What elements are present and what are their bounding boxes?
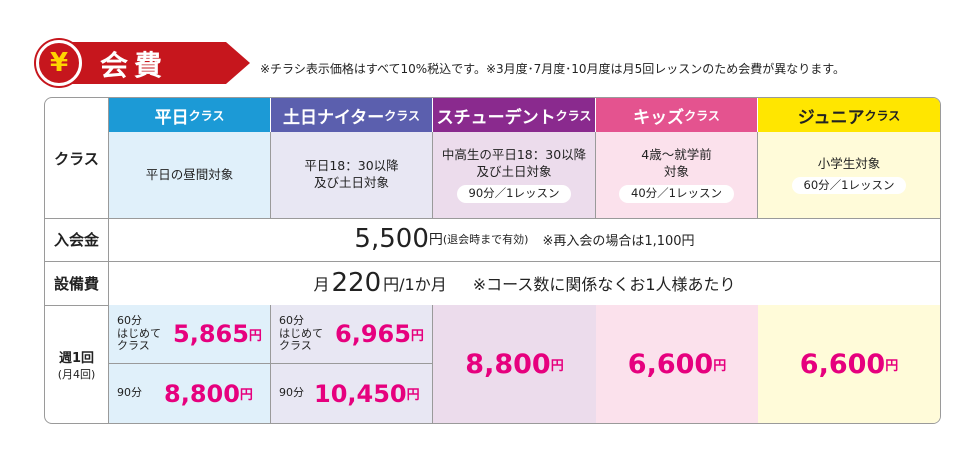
class-name: キッズ [633, 107, 685, 128]
class-suffix: クラス [684, 108, 720, 123]
weekly-label-sub: (月4回) [57, 367, 96, 381]
row-label-weekly: 週1回 (月4回) [45, 305, 109, 423]
kids-weekly-cell: 6,600 円 [596, 305, 759, 423]
class-target-line: 中高生の平日18：30以降 [441, 147, 587, 163]
donichi-first-time-cell: 60分 はじめて クラス 6,965 円 [271, 305, 433, 364]
yen-icon: ¥ [36, 40, 82, 86]
class-target-cell-2: 中高生の平日18：30以降 及び土日対象 90分／1レッスン [433, 132, 596, 218]
yen-unit: 円 [248, 328, 262, 344]
class-target-cell-0: 平日の昼間対象 [109, 132, 271, 218]
donichi-90min-label: 90分 [279, 386, 304, 400]
donichi-first-time-label: 60分 はじめて クラス [279, 314, 323, 353]
yen-unit: 円 [550, 358, 564, 374]
weekly-label-main: 週1回 [58, 350, 95, 366]
student-weekly-price: 8,800 [465, 348, 551, 380]
lesson-length-pill: 40分／1レッスン [619, 185, 734, 203]
kids-weekly-price: 6,600 [627, 348, 714, 380]
class-target-cell-4: 小学生対象 60分／1レッスン [758, 132, 940, 218]
heijitsu-first-time-cell: 60分 はじめて クラス 5,865 円 [109, 305, 271, 364]
yen-unit: 円 [406, 388, 420, 403]
class-header-0: 平日 クラス [109, 98, 271, 132]
heijitsu-first-time-label: 60分 はじめて クラス [117, 314, 161, 353]
heijitsu-first-time-price: 5,865 [173, 320, 249, 348]
class-target-line: 及び土日対象 [313, 175, 389, 190]
class-target-line: 対象 [663, 164, 689, 180]
class-suffix: クラス [864, 108, 901, 123]
lesson-length-pill: 90分／1レッスン [456, 185, 572, 203]
class-name: 土日ナイター [282, 107, 385, 128]
junior-weekly-cell: 6,600 円 [758, 305, 940, 423]
class-suffix: クラス [555, 108, 592, 123]
class-target-cell-1: 平日18：30以降 及び土日対象 [271, 132, 433, 218]
entry-fee-row: 5,500 円 (退会時まで有効) ※再入会の場合は1,100円 [109, 218, 940, 260]
class-suffix: クラス [188, 108, 225, 123]
heijitsu-90min-label: 90分 [117, 386, 142, 400]
donichi-first-time-price: 6,965 [335, 320, 411, 348]
class-header-3: キッズ クラス [596, 98, 758, 132]
heijitsu-90min-price: 8,800 [164, 379, 240, 408]
equipment-prefix: 月 [313, 274, 330, 294]
fee-table: クラス 入会金 設備費 週1回 (月4回) 平日 クラス 平日の昼間対象 土日ナイター… [44, 97, 941, 424]
class-header-4: ジュニア クラス [758, 98, 940, 132]
class-target-line: 4歳～就学前 [641, 147, 712, 163]
class-name: 平日 [154, 107, 189, 128]
class-suffix: クラス [384, 108, 421, 123]
entry-fee-amount: 5,500 [354, 224, 429, 254]
equipment-note: ※コース数に関係なくお1人様あたり [472, 274, 736, 294]
equipment-unit: 円/1か月 [383, 274, 447, 294]
entry-fee-extra: ※再入会の場合は1,100円 [542, 233, 695, 249]
divider [45, 261, 940, 262]
class-header-1: 土日ナイター クラス [271, 98, 433, 132]
class-target-line: 小学生対象 [817, 155, 881, 171]
donichi-90min-price: 10,450 [314, 379, 407, 408]
class-header-2: スチューデント クラス [433, 98, 596, 132]
row-label-entry: 入会金 [45, 218, 109, 261]
yen-unit: 円 [713, 358, 727, 374]
equipment-amount: 220 [331, 267, 382, 298]
class-target-line: 及び土日対象 [476, 164, 552, 180]
equipment-fee-row: 月 220 円/1か月 ※コース数に関係なくお1人様あたり [109, 261, 940, 304]
yen-unit: 円 [885, 358, 899, 374]
row-label-equipment: 設備費 [45, 261, 109, 305]
donichi-90min-cell: 90分 10,450 円 [271, 364, 433, 423]
class-name: ジュニア [797, 107, 865, 128]
student-weekly-cell: 8,800 円 [433, 305, 597, 423]
class-target-cell-3: 4歳～就学前 対象 40分／1レッスン [596, 132, 758, 218]
yen-unit: 円 [239, 388, 253, 403]
tax-note: ※チラシ表示価格はすべて10%税込です。※3月度･7月度･10月度は月5回レッス… [260, 62, 845, 76]
heijitsu-90min-cell: 90分 8,800 円 [109, 364, 271, 423]
entry-fee-paren: (退会時まで有効) [442, 233, 529, 246]
class-target-line: 平日18：30以降 [304, 158, 399, 174]
junior-weekly-price: 6,600 [799, 348, 886, 380]
badge-arrow [50, 42, 250, 84]
fee-badge: ¥ 会費 [36, 40, 250, 86]
row-label-class: クラス [45, 98, 109, 218]
class-name: スチューデント [436, 107, 556, 128]
section-title: 会費 [100, 49, 169, 82]
fee-header: ¥ 会費 ※チラシ表示価格はすべて10%税込です。※3月度･7月度･10月度は月… [36, 40, 966, 86]
class-target-line: 平日の昼間対象 [145, 166, 234, 182]
lesson-length-pill: 60分／1レッスン [791, 176, 907, 195]
entry-fee-unit: 円 [428, 232, 443, 248]
yen-unit: 円 [410, 328, 424, 344]
divider [45, 218, 940, 219]
